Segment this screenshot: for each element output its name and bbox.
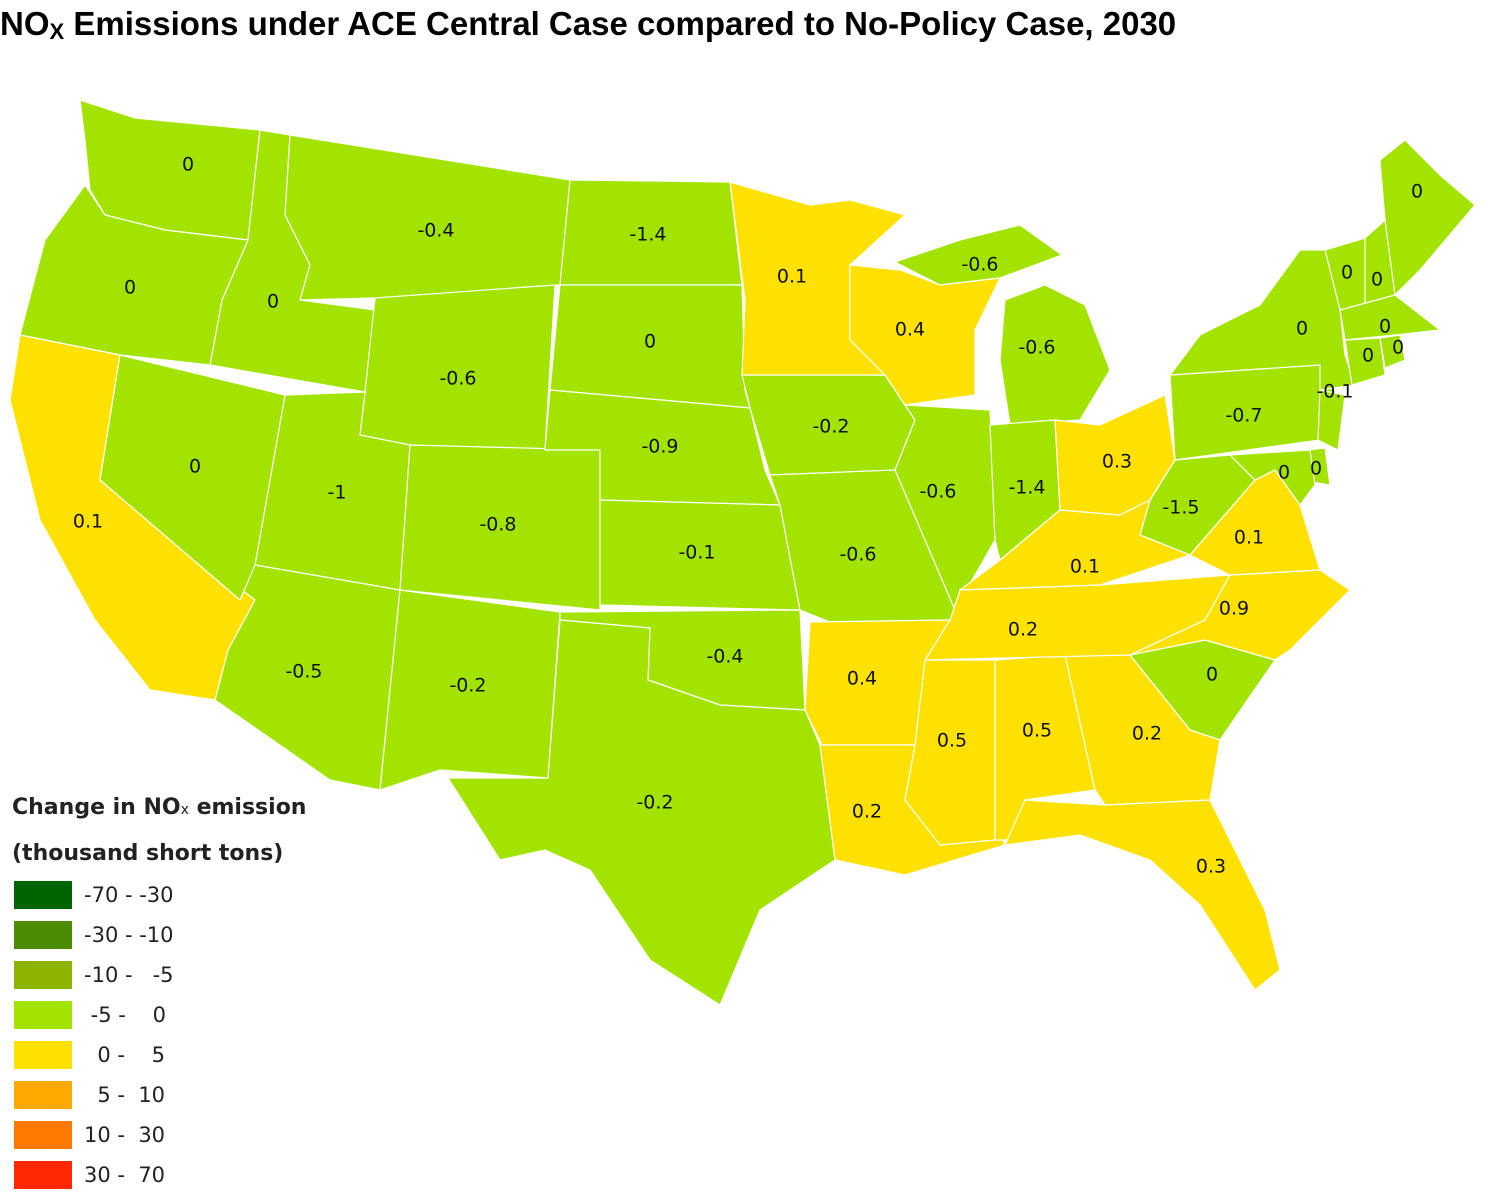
state-value-label-tn: 0.2 [1008, 619, 1038, 641]
legend-swatch [14, 1161, 72, 1189]
state-value-label-sc: 0 [1206, 664, 1218, 686]
state-value-label-tx: -0.2 [636, 792, 673, 814]
state-value-label-fl: 0.3 [1196, 856, 1226, 878]
state-value-label-ne: -0.9 [641, 436, 678, 458]
legend-range-label: 10 - 30 [84, 1123, 166, 1147]
state-value-label-in: -1.4 [1008, 477, 1045, 499]
state-value-label-wv: -1.5 [1162, 497, 1199, 519]
legend-swatch [14, 1041, 72, 1069]
state-MA [1339, 294, 1441, 341]
state-value-label-wi: 0.4 [895, 319, 925, 341]
state-GA [1064, 654, 1221, 806]
state-value-label-wy: -0.6 [439, 368, 476, 390]
state-MT [284, 134, 571, 301]
state-value-label-vt: 0 [1341, 262, 1353, 284]
state-value-label-ri: 0 [1392, 337, 1404, 359]
legend-range-label: -30 - -10 [84, 923, 174, 947]
state-value-label-sd: 0 [644, 331, 656, 353]
state-value-label-ma: 0 [1379, 316, 1391, 338]
state-value-label-ia: -0.2 [812, 416, 849, 438]
legend-swatch [14, 1121, 72, 1149]
legend-item: -5 - 0 [12, 995, 372, 1035]
legend-swatch [14, 921, 72, 949]
legend-range-label: 0 - 5 [84, 1043, 166, 1067]
state-FL [1004, 799, 1281, 991]
state-value-label-ut: -1 [328, 482, 347, 504]
state-value-label-ga: 0.2 [1132, 723, 1162, 745]
legend-title: Change in NOx emission [12, 795, 307, 820]
legend-swatch [14, 1081, 72, 1109]
legend-item: -10 - -5 [12, 955, 372, 995]
legend-range-label: 30 - 70 [84, 1163, 166, 1187]
state-NM [379, 589, 561, 791]
legend-swatch [14, 881, 72, 909]
legend-range-label: -10 - -5 [84, 963, 174, 987]
state-MD [1229, 449, 1316, 506]
state-value-label-va: 0.1 [1234, 527, 1264, 549]
state-value-label-nd: -1.4 [629, 224, 666, 246]
us-state-map: 000.100-0.4-0.6-1-0.5-0.8-0.2-1.40-0.9-0… [9, 99, 1476, 1006]
legend-swatch [14, 961, 72, 989]
state-value-label-la: 0.2 [852, 801, 882, 823]
state-value-label-co: -0.8 [479, 514, 516, 536]
state-value-label-ca: 0.1 [73, 511, 103, 533]
state-TX [447, 619, 836, 1006]
state-value-label-nm: -0.2 [449, 675, 486, 697]
state-NY [1169, 249, 1356, 391]
legend-item: 0 - 5 [12, 1035, 372, 1075]
state-OR [19, 184, 249, 366]
state-MI [999, 284, 1111, 426]
state-value-label-ms: 0.5 [937, 730, 967, 752]
legend-item: 30 - 70 [12, 1155, 372, 1195]
state-value-label-mt: -0.4 [417, 220, 454, 242]
state-value-label-de: 0 [1310, 458, 1322, 480]
state-value-label-ct: 0 [1362, 345, 1374, 367]
state-value-label-me: 0 [1411, 181, 1423, 203]
state-value-label-id: 0 [267, 291, 279, 313]
state-CT [1344, 337, 1386, 386]
state-value-label-al: 0.5 [1022, 720, 1052, 742]
legend: Change in NOx emission (thousand short t… [12, 786, 372, 1195]
legend-item: -70 - -30 [12, 875, 372, 915]
legend-items: -70 - -30 -30 - -10 -10 - -5 -5 - 0 0 - 5 … [12, 875, 372, 1195]
state-value-label-md: 0 [1278, 462, 1290, 484]
state-NV [99, 354, 286, 601]
state-value-label-mi_up: -0.6 [961, 254, 998, 276]
state-value-label-ar: 0.4 [847, 668, 877, 690]
state-value-label-nc: 0.9 [1219, 598, 1249, 620]
state-CO [399, 444, 601, 611]
state-value-label-ny: 0 [1296, 318, 1308, 340]
state-value-label-or: 0 [124, 277, 136, 299]
state-value-label-az: -0.5 [285, 661, 322, 683]
legend-item: 10 - 30 [12, 1115, 372, 1155]
state-value-label-il: -0.6 [919, 481, 956, 503]
state-value-label-wa: 0 [182, 154, 194, 176]
legend-item: 5 - 10 [12, 1075, 372, 1115]
state-NJ [1317, 389, 1346, 451]
state-value-label-mi: -0.6 [1018, 337, 1055, 359]
state-value-label-mo: -0.6 [839, 544, 876, 566]
state-value-label-mn: 0.1 [777, 266, 807, 288]
legend-swatch [14, 1001, 72, 1029]
legend-range-label: 5 - 10 [84, 1083, 166, 1107]
state-value-label-nh: 0 [1371, 269, 1383, 291]
legend-range-label: -5 - 0 [84, 1003, 166, 1027]
legend-item: -30 - -10 [12, 915, 372, 955]
state-WI [849, 264, 1001, 406]
legend-units: (thousand short tons) [12, 841, 284, 866]
state-ME [1379, 139, 1476, 296]
state-value-label-nv: 0 [189, 456, 201, 478]
state-OH [1054, 394, 1176, 516]
state-value-label-oh: 0.3 [1102, 451, 1132, 473]
legend-range-label: -70 - -30 [84, 883, 174, 907]
state-RI [1379, 334, 1406, 369]
state-value-label-ok: -0.4 [706, 646, 743, 668]
state-value-label-ky: 0.1 [1070, 556, 1100, 578]
state-value-label-pa: -0.7 [1225, 405, 1262, 427]
state-value-label-ks: -0.1 [678, 542, 715, 564]
map-title: NOX Emissions under ACE Central Case com… [0, 5, 1177, 44]
state-value-label-nj: -0.1 [1316, 381, 1353, 403]
